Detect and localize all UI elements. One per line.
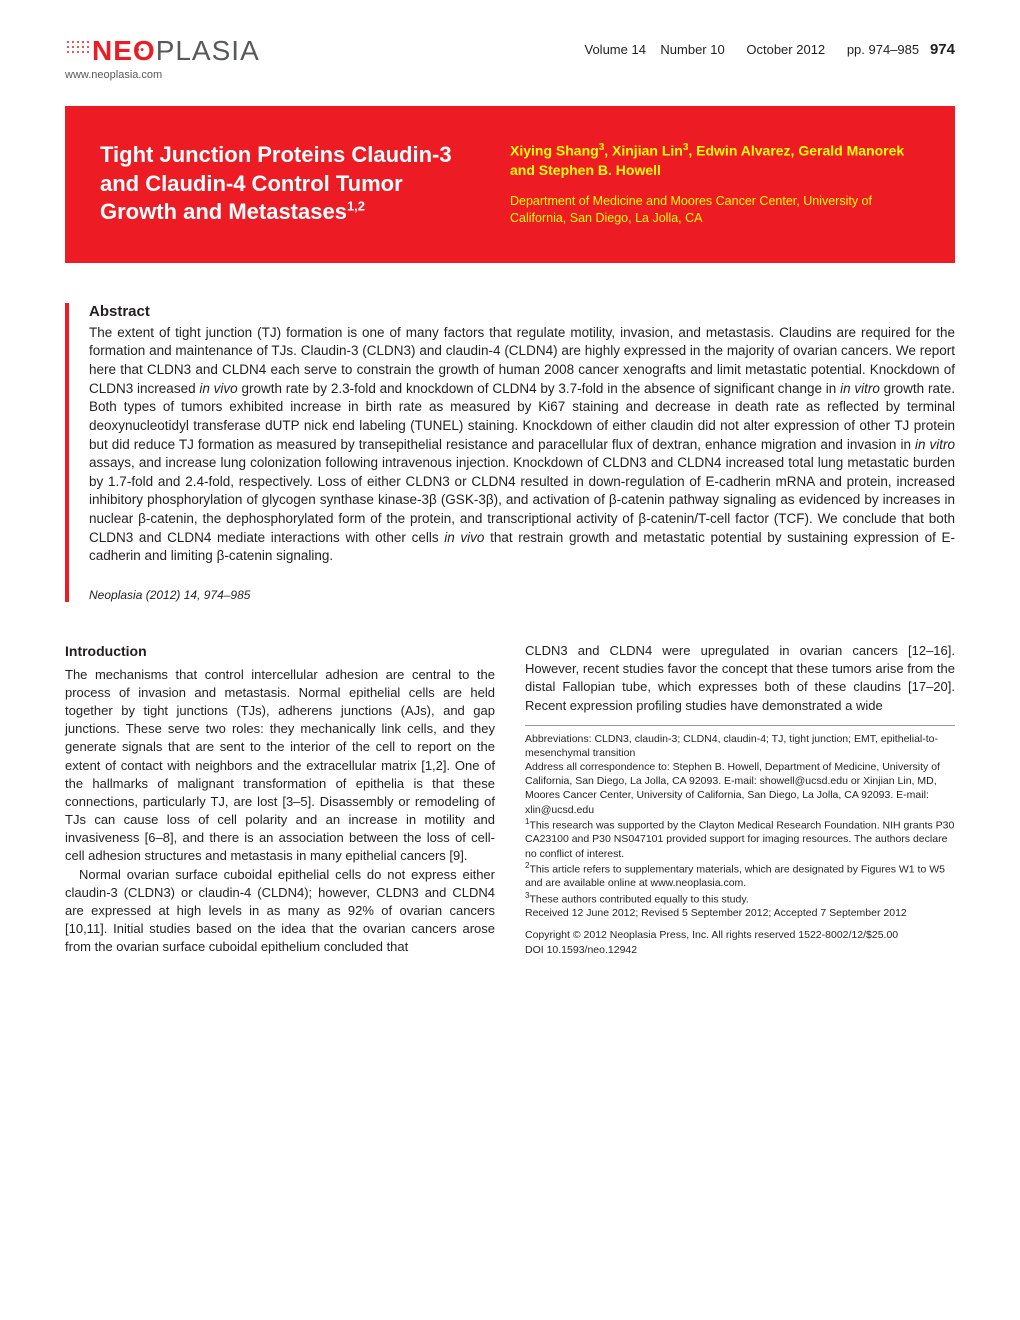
journal-logo: NEO••PLASIA www.neoplasia.com <box>65 35 260 81</box>
intro-paragraph-1: The mechanisms that control intercellula… <box>65 666 495 866</box>
journal-url: www.neoplasia.com <box>65 69 260 81</box>
page-header: NEO••PLASIA www.neoplasia.com Volume 14 … <box>0 0 1020 81</box>
logo-dots-icon <box>65 40 91 58</box>
copyright-block: Copyright © 2012 Neoplasia Press, Inc. A… <box>525 928 955 956</box>
correspondence-address: Address all correspondence to: Stephen B… <box>525 760 955 817</box>
footnote-3: 3These authors contributed equally to th… <box>525 891 955 907</box>
body-columns: Introduction The mechanisms that control… <box>65 642 955 957</box>
abstract-section: Abstract The extent of tight junction (T… <box>65 303 955 602</box>
column-right: CLDN3 and CLDN4 were upregulated in ovar… <box>525 642 955 957</box>
affiliation: Department of Medicine and Moores Cancer… <box>510 193 920 228</box>
article-title-text: Tight Junction Proteins Claudin-3 and Cl… <box>100 142 452 224</box>
issue-meta: Volume 14 Number 10 October 2012 pp. 974… <box>585 41 956 58</box>
introduction-heading: Introduction <box>65 642 495 662</box>
logo-prefix: NE <box>92 35 133 66</box>
doi: DOI 10.1593/neo.12942 <box>525 943 955 957</box>
article-title-sup: 1,2 <box>347 199 365 214</box>
intro-paragraph-3: CLDN3 and CLDN4 were upregulated in ovar… <box>525 642 955 715</box>
banner-title-block: Tight Junction Proteins Claudin-3 and Cl… <box>100 141 470 228</box>
intro-paragraph-2: Normal ovarian surface cuboidal epitheli… <box>65 866 495 957</box>
column-left: Introduction The mechanisms that control… <box>65 642 495 957</box>
author-list: Xiying Shang3, Xinjian Lin3, Edwin Alvar… <box>510 141 920 181</box>
issue-date: October 2012 <box>746 42 825 57</box>
copyright-line: Copyright © 2012 Neoplasia Press, Inc. A… <box>525 928 955 942</box>
page-range: pp. 974–985 <box>847 42 919 57</box>
banner-authors-block: Xiying Shang3, Xinjian Lin3, Edwin Alvar… <box>510 141 920 228</box>
footnote-1: 1This research was supported by the Clay… <box>525 817 955 861</box>
abstract-citation: Neoplasia (2012) 14, 974–985 <box>89 588 955 602</box>
logo-text: NEO••PLASIA <box>65 35 260 67</box>
logo-suffix: PLASIA <box>156 35 260 66</box>
abstract-heading: Abstract <box>89 303 955 320</box>
article-title: Tight Junction Proteins Claudin-3 and Cl… <box>100 141 470 227</box>
abbreviations: Abbreviations: CLDN3, claudin-3; CLDN4, … <box>525 732 955 760</box>
footnotes-block: Abbreviations: CLDN3, claudin-3; CLDN4, … <box>525 725 955 921</box>
volume: Volume 14 <box>585 42 646 57</box>
title-banner: Tight Junction Proteins Claudin-3 and Cl… <box>65 106 955 263</box>
page-number: 974 <box>930 41 955 58</box>
received-dates: Received 12 June 2012; Revised 5 Septemb… <box>525 906 955 920</box>
number: Number 10 <box>660 42 724 57</box>
abstract-body: The extent of tight junction (TJ) format… <box>89 324 955 566</box>
footnote-2: 2This article refers to supplementary ma… <box>525 861 955 891</box>
